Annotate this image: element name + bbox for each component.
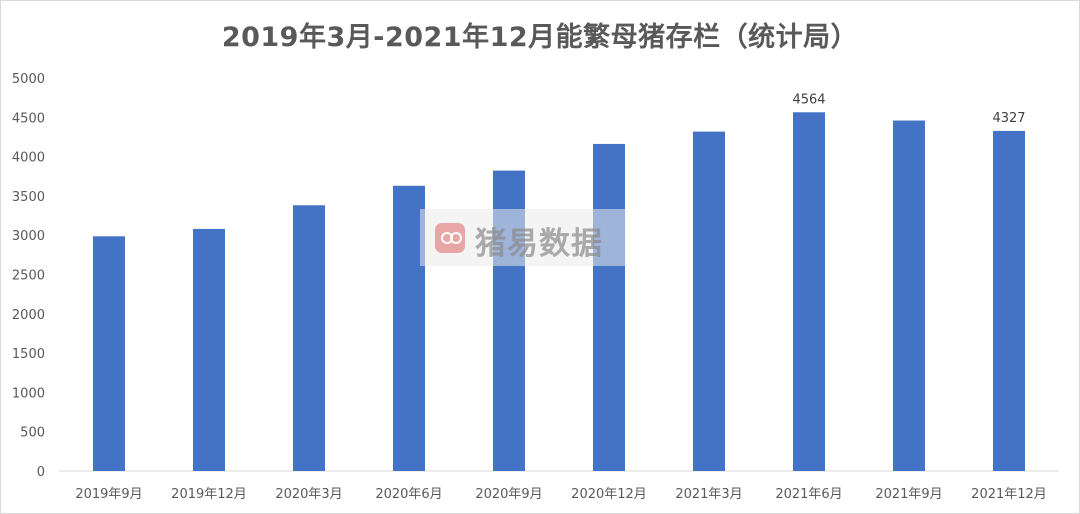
bar [993,130,1025,471]
x-tick-label: 2021年9月 [875,487,942,502]
data-label: 4564 [792,92,825,107]
watermark-text: 猪易数据 [475,226,603,262]
data-label: 4327 [992,111,1025,126]
bar [193,228,225,471]
data-labels: 4564 4327 [792,92,1025,126]
bar [693,131,725,471]
y-tick-label: 1000 [12,386,45,401]
y-tick-label: 2000 [12,308,45,323]
y-tick-label: 0 [37,465,45,480]
x-tick-label: 2020年12月 [571,487,647,502]
x-tick-label: 2021年3月 [675,487,742,502]
bar [793,112,825,472]
y-tick-label: 3000 [12,229,45,244]
y-tick-label: 500 [20,426,45,441]
bar [893,120,925,472]
y-tick-label: 5000 [12,72,45,87]
y-tick-label: 4500 [12,111,45,126]
x-tick-label: 2019年9月 [75,487,142,502]
x-tick-label: 2019年12月 [171,487,247,502]
y-tick-label: 3500 [12,190,45,205]
y-tick-label: 4000 [12,151,45,166]
bars-group [93,112,1025,472]
watermark: 猪易数据 [420,209,626,266]
bar [93,236,125,471]
x-tick-label: 2021年12月 [971,487,1047,502]
bar [393,185,425,471]
y-axis-ticks: 0 500 1000 1500 2000 2500 3000 3500 4000 4500 5000 [12,72,45,480]
bar [293,205,325,471]
x-tick-label: 2020年6月 [375,487,442,502]
y-tick-label: 1500 [12,347,45,362]
pig-logo-icon [435,223,465,253]
y-tick-label: 2500 [12,269,45,284]
x-tick-label: 2021年6月 [775,487,842,502]
chart-title: 2019年3月-2021年12月能繁母猪存栏（统计局） [221,22,859,53]
bar [593,143,625,471]
x-axis-ticks: 2019年9月 2019年12月 2020年3月 2020年6月 2020年9月 2020… [75,487,1047,502]
x-tick-label: 2020年3月 [275,487,342,502]
x-tick-label: 2020年9月 [475,487,542,502]
